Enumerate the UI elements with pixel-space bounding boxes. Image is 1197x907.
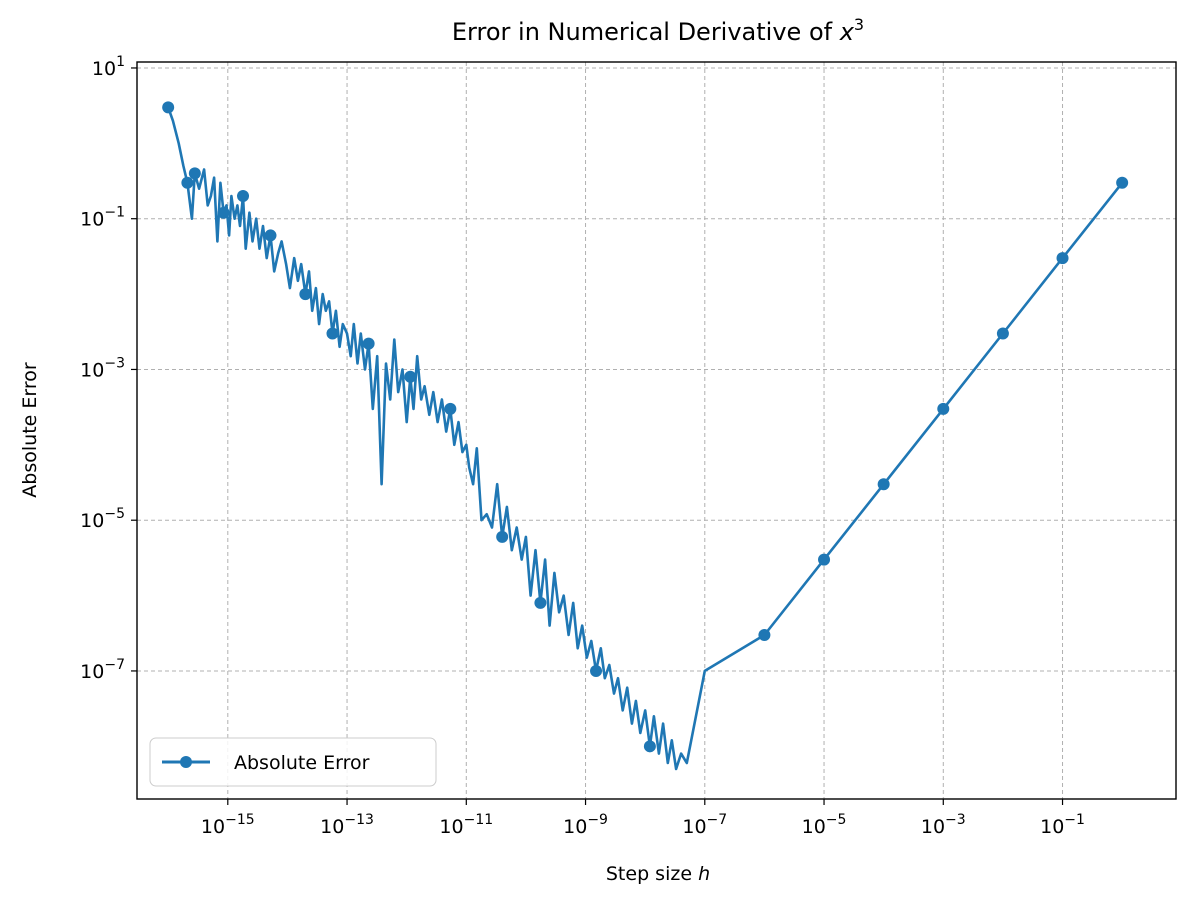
x-tick-label: 10−9 xyxy=(563,812,608,838)
series-marker xyxy=(1116,176,1129,189)
legend-label: Absolute Error xyxy=(234,752,370,774)
x-tick-label: 10−3 xyxy=(921,812,966,838)
y-tick-label: 10−5 xyxy=(80,506,125,532)
x-tick-label: 10−13 xyxy=(320,812,374,838)
y-tick-label: 10−1 xyxy=(80,205,125,231)
axis-ticks: 10−15 10−13 10−11 10−9 10−7 10−5 10−3 10−1 101 10… xyxy=(80,54,1085,838)
y-tick-label: 10−3 xyxy=(80,355,125,381)
series-marker xyxy=(534,596,547,609)
series-marker xyxy=(188,167,201,180)
series-line xyxy=(166,106,1124,771)
series-marker xyxy=(643,740,656,753)
chart-title: Error in Numerical Derivative of x3 xyxy=(452,15,864,46)
series-marker xyxy=(326,327,339,340)
plot-frame xyxy=(136,61,1177,800)
series-marker xyxy=(237,190,250,203)
y-axis-label: Absolute Error xyxy=(19,362,41,498)
series-marker xyxy=(444,402,457,415)
y-tick-label: 10−7 xyxy=(80,657,125,683)
legend-box xyxy=(149,737,437,787)
series-marker xyxy=(264,229,277,242)
grid-lines xyxy=(137,62,1176,799)
series-marker xyxy=(181,176,194,189)
x-tick-label: 10−15 xyxy=(201,812,255,838)
series-marker xyxy=(818,553,831,566)
series-marker xyxy=(496,530,509,543)
series-marker xyxy=(590,664,603,677)
series-marker xyxy=(362,337,375,350)
series-marker xyxy=(299,288,312,301)
series-marker xyxy=(758,628,771,641)
series-marker xyxy=(996,327,1009,340)
series-marker xyxy=(162,101,175,114)
series-marker xyxy=(877,478,890,491)
x-tick-label: 10−5 xyxy=(802,812,847,838)
series-marker xyxy=(217,206,230,219)
series-marker xyxy=(1056,252,1069,265)
series-layer xyxy=(162,101,1129,771)
legend-marker-swatch xyxy=(180,756,192,768)
series-marker xyxy=(937,402,950,415)
series-marker xyxy=(404,370,417,383)
x-tick-label: 10−11 xyxy=(439,812,493,838)
x-tick-label: 10−1 xyxy=(1040,812,1085,838)
x-tick-label: 10−7 xyxy=(682,812,727,838)
legend: Absolute Error xyxy=(149,737,437,787)
x-axis-label: Step size h xyxy=(606,863,710,885)
y-tick-label: 101 xyxy=(92,54,125,80)
